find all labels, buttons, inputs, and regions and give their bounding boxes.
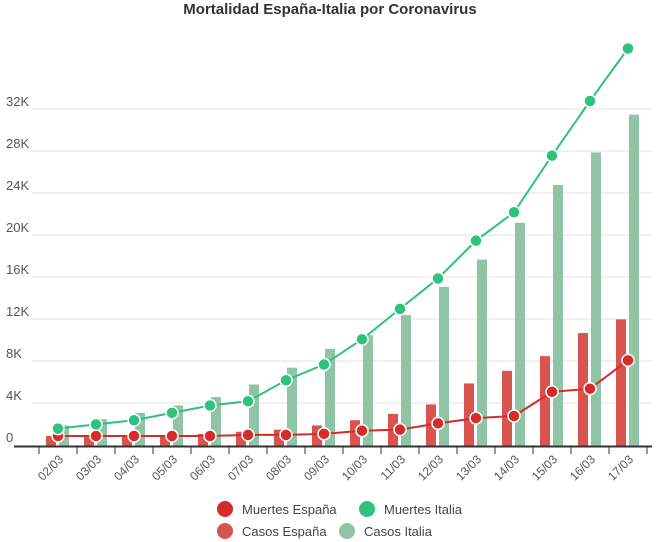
bar-casos-espana	[122, 435, 132, 446]
line-muertes-espana	[58, 359, 629, 437]
y-tick-label: 8K	[6, 346, 22, 361]
bar-casos-italia	[515, 222, 525, 446]
point-muertes-italia	[203, 398, 217, 413]
x-tick-label: 10/03	[339, 452, 370, 483]
bar-casos-espana	[198, 433, 208, 446]
bar-casos-italia	[211, 397, 221, 446]
x-tick-label: 03/03	[73, 452, 104, 483]
y-tick-label: 16K	[6, 262, 29, 277]
x-tick-label: 12/03	[415, 452, 446, 483]
point-muertes-italia	[355, 332, 369, 347]
x-tick-label: 13/03	[453, 452, 484, 483]
y-tick-label: 4K	[6, 388, 22, 403]
y-tick-label: 28K	[6, 136, 29, 151]
bar-casos-espana	[84, 435, 94, 446]
point-muertes-italia	[89, 417, 103, 432]
point-muertes-espana	[393, 422, 407, 437]
bar-casos-italia	[401, 315, 411, 446]
chart-title: Mortalidad España-Italia por Coronavirus	[183, 1, 476, 18]
x-tick-label: 14/03	[491, 452, 522, 483]
bar-casos-italia	[591, 152, 601, 446]
y-tick-label: 0	[6, 430, 13, 445]
legend-label: Casos España	[242, 524, 327, 539]
bar-casos-espana	[540, 356, 550, 446]
bar-casos-italia	[173, 405, 183, 446]
bar-casos-espana	[160, 434, 170, 446]
bar-casos-italia	[249, 384, 259, 446]
legend-label: Casos Italia	[364, 524, 433, 539]
legend-label: Muertes España	[242, 502, 337, 517]
point-muertes-espana	[203, 429, 217, 443]
bar-casos-italia	[287, 367, 297, 446]
bar-casos-italia	[553, 185, 563, 446]
bar-casos-italia	[363, 335, 373, 446]
bar-casos-italia	[477, 259, 487, 446]
bar-casos-espana	[274, 429, 284, 446]
y-tick-label: 24K	[6, 178, 29, 193]
bar-casos-espana	[46, 435, 56, 446]
legend-label: Muertes Italia	[384, 502, 463, 517]
y-tick-label: 12K	[6, 304, 29, 319]
bar-casos-espana	[616, 319, 626, 446]
bar-casos-espana	[236, 431, 246, 446]
point-muertes-espana	[317, 427, 331, 441]
legend-marker	[339, 523, 355, 539]
bar-casos-espana	[502, 370, 512, 446]
point-muertes-italia	[431, 271, 445, 286]
x-tick-label: 02/03	[35, 452, 66, 483]
legend-marker	[359, 501, 375, 517]
y-tick-label: 20K	[6, 220, 29, 235]
point-muertes-italia	[51, 421, 65, 436]
x-tick-label: 15/03	[529, 452, 560, 483]
point-muertes-italia	[241, 394, 255, 409]
point-muertes-italia	[621, 41, 635, 56]
point-muertes-italia	[469, 233, 483, 248]
point-muertes-espana	[545, 385, 559, 399]
point-muertes-espana	[241, 428, 255, 442]
point-muertes-italia	[545, 148, 559, 163]
y-tick-label: 32K	[6, 94, 29, 109]
line-muertes-italia	[57, 47, 629, 430]
bar-casos-italia	[135, 412, 145, 446]
point-muertes-italia	[507, 205, 521, 220]
x-tick-label: 05/03	[149, 452, 180, 483]
point-muertes-espana	[355, 423, 369, 438]
point-muertes-espana	[431, 416, 445, 431]
point-muertes-italia	[165, 406, 179, 420]
x-tick-label: 06/03	[187, 452, 218, 483]
bar-casos-italia	[325, 348, 335, 446]
x-tick-label: 16/03	[567, 452, 598, 483]
point-muertes-espana	[127, 429, 141, 443]
point-muertes-espana	[165, 429, 179, 443]
x-tick-label: 04/03	[111, 452, 142, 483]
point-muertes-espana	[583, 381, 597, 396]
point-muertes-espana	[89, 429, 103, 443]
x-tick-label: 07/03	[225, 452, 256, 483]
point-muertes-italia	[317, 357, 331, 372]
x-tick-label: 08/03	[263, 452, 294, 483]
point-muertes-espana	[469, 411, 483, 425]
bar-casos-espana	[464, 383, 474, 446]
legend-marker	[217, 523, 233, 539]
point-muertes-espana	[621, 353, 635, 368]
x-tick-label: 09/03	[301, 452, 332, 483]
point-muertes-italia	[127, 413, 141, 427]
bar-casos-italia	[97, 419, 107, 446]
bar-casos-espana	[312, 425, 322, 446]
x-tick-label: 11/03	[378, 452, 409, 483]
point-muertes-italia	[393, 302, 407, 316]
point-muertes-italia	[583, 94, 597, 108]
point-muertes-espana	[507, 409, 521, 423]
point-muertes-italia	[279, 373, 293, 388]
legend-marker	[217, 501, 233, 517]
bar-casos-italia	[439, 286, 449, 446]
bar-casos-espana	[350, 420, 360, 446]
bar-casos-italia	[629, 114, 639, 447]
x-tick-label: 17/03	[605, 452, 636, 483]
point-muertes-espana	[279, 428, 293, 442]
